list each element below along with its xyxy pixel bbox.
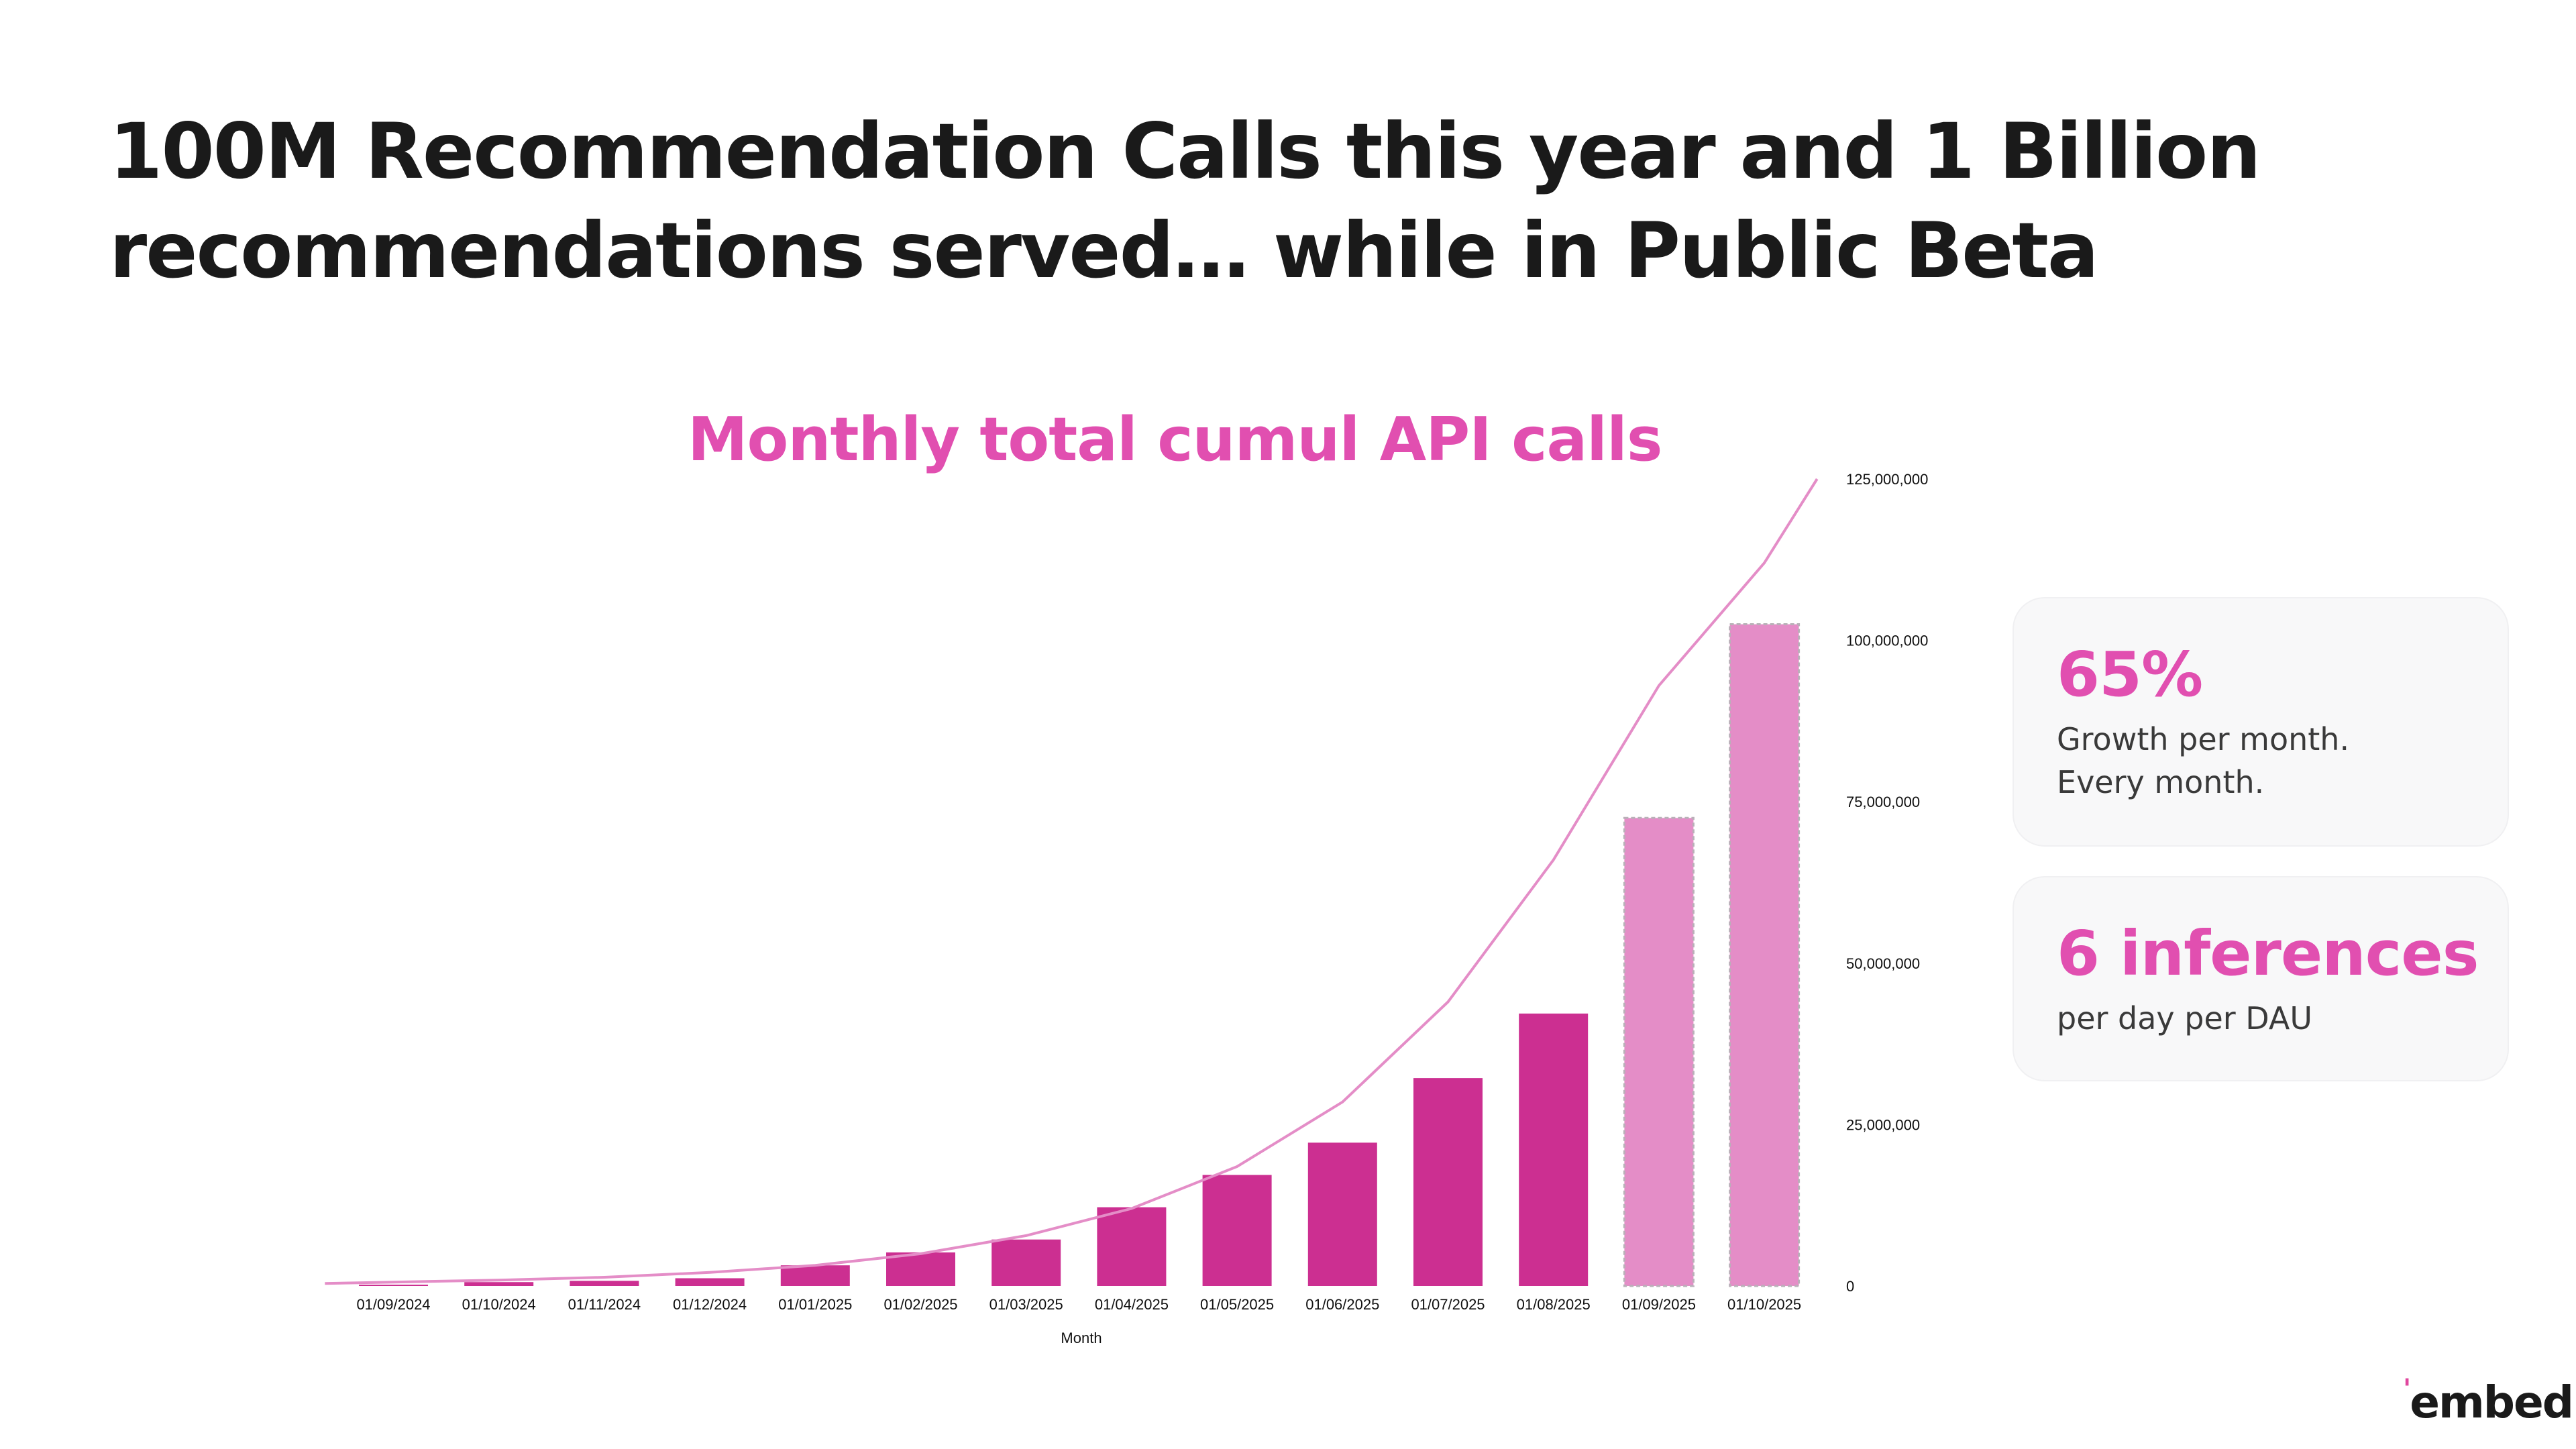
embed-logo: 'embed xyxy=(2403,1374,2574,1428)
x-axis-label: Month xyxy=(1061,1330,1102,1346)
stat-desc-growth-line-2: Every month. xyxy=(2057,764,2265,800)
bar-01-08-2025 xyxy=(1519,1013,1589,1286)
logo-mark-icon: ' xyxy=(2403,1374,2411,1405)
bar-01-01-2025 xyxy=(780,1265,850,1286)
x-tick-label: 01/08/2025 xyxy=(1517,1296,1591,1313)
bar-01-02-2025 xyxy=(886,1252,955,1286)
x-tick-label: 01/09/2025 xyxy=(1622,1296,1696,1313)
x-tick-label: 01/06/2025 xyxy=(1305,1296,1379,1313)
bar-01-10-2024 xyxy=(464,1282,534,1286)
stat-value-inferences: 6 inferences xyxy=(2057,918,2479,989)
bar-01-05-2025 xyxy=(1202,1175,1272,1286)
bar-01-07-2025 xyxy=(1413,1078,1483,1286)
bar-01-12-2024 xyxy=(675,1278,745,1286)
y-tick-label: 75,000,000 xyxy=(1846,794,1920,810)
y-tick-label: 100,000,000 xyxy=(1846,633,1928,649)
chart-title: Monthly total cumul API calls xyxy=(688,405,1662,475)
bar-01-10-2025 xyxy=(1729,623,1801,1287)
trend-line xyxy=(325,478,1819,1285)
bar-01-04-2025 xyxy=(1097,1207,1167,1286)
headline-line-1: 100M Recommendation Calls this year and … xyxy=(109,107,2261,196)
stat-card-inferences: 6 inferences per day per DAU xyxy=(2012,876,2509,1081)
y-tick-label: 125,000,000 xyxy=(1846,471,1928,488)
x-tick-label: 01/10/2024 xyxy=(462,1296,536,1313)
bar-01-06-2025 xyxy=(1307,1142,1377,1286)
bar-01-11-2024 xyxy=(570,1281,639,1286)
x-tick-label: 01/10/2025 xyxy=(1727,1296,1801,1313)
x-tick-label: 01/02/2025 xyxy=(883,1296,957,1313)
y-tick-label: 25,000,000 xyxy=(1846,1116,1920,1133)
stat-desc-growth: Growth per month. Every month. xyxy=(2057,718,2508,804)
bar-01-03-2025 xyxy=(991,1239,1061,1286)
page-headline: 100M Recommendation Calls this year and … xyxy=(109,102,2261,301)
headline-line-2: recommendations served… while in Public … xyxy=(109,206,2099,295)
x-tick-label: 01/07/2025 xyxy=(1411,1296,1485,1313)
stat-desc-growth-line-1: Growth per month. xyxy=(2057,721,2350,757)
x-tick-label: 01/12/2024 xyxy=(673,1296,747,1313)
logo-text: embed xyxy=(2410,1377,2574,1428)
stat-desc-inferences-line-1: per day per DAU xyxy=(2057,1000,2313,1036)
x-tick-label: 01/03/2025 xyxy=(989,1296,1063,1313)
x-tick-label: 01/11/2024 xyxy=(568,1296,641,1313)
stat-value-growth: 65% xyxy=(2057,639,2203,710)
x-tick-label: 01/05/2025 xyxy=(1200,1296,1274,1313)
y-tick-label: 50,000,000 xyxy=(1846,955,1920,972)
stat-card-growth: 65% Growth per month. Every month. xyxy=(2012,597,2509,847)
x-tick-label: 01/04/2025 xyxy=(1095,1296,1169,1313)
y-tick-label: 0 xyxy=(1846,1278,1854,1295)
stat-desc-inferences: per day per DAU xyxy=(2057,997,2508,1040)
x-tick-label: 01/01/2025 xyxy=(778,1296,852,1313)
x-tick-label: 01/09/2024 xyxy=(356,1296,430,1313)
bar-01-09-2024 xyxy=(359,1285,428,1286)
bar-01-09-2025 xyxy=(1623,816,1695,1287)
